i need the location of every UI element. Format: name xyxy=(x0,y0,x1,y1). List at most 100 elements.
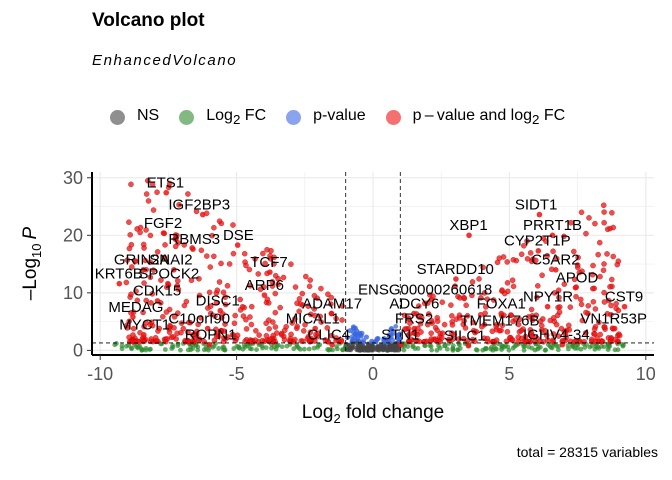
point xyxy=(504,329,511,335)
point xyxy=(609,276,615,283)
point xyxy=(207,264,214,270)
point xyxy=(211,253,217,260)
point-labeled xyxy=(140,267,147,273)
point xyxy=(296,308,302,315)
point xyxy=(288,331,294,338)
point xyxy=(148,319,155,326)
point xyxy=(329,332,335,339)
point-labeled xyxy=(535,248,542,254)
point xyxy=(504,259,510,265)
point xyxy=(469,292,475,299)
gene-label: KRT6B xyxy=(95,265,143,282)
x-axis-title: Log2 fold change xyxy=(302,402,444,426)
point xyxy=(388,325,395,332)
point xyxy=(236,344,242,350)
point-labeled xyxy=(217,307,224,314)
point xyxy=(158,277,164,283)
legend-label-pvalue-and-log2fc: p – value and log2 FC xyxy=(412,106,566,128)
point xyxy=(186,319,192,326)
point xyxy=(490,297,497,303)
point xyxy=(493,337,500,343)
point xyxy=(508,312,514,318)
point xyxy=(401,347,407,353)
point xyxy=(275,276,281,282)
point xyxy=(612,347,618,353)
point xyxy=(550,315,557,321)
point xyxy=(477,312,484,318)
legend-swatch-pvalue-and-log2fc xyxy=(385,109,401,125)
point xyxy=(604,251,610,257)
caption: total = 28315 variables xyxy=(516,444,658,460)
point xyxy=(174,282,181,289)
point xyxy=(212,313,218,319)
point xyxy=(455,336,462,342)
point xyxy=(263,345,269,351)
point xyxy=(583,230,589,237)
point xyxy=(119,346,125,352)
gene-label: IGHV4-34 xyxy=(523,326,590,343)
gene-label: FRS2 xyxy=(395,310,433,327)
point xyxy=(272,324,279,330)
point xyxy=(232,312,238,319)
point xyxy=(350,324,357,330)
point xyxy=(271,254,277,261)
point xyxy=(422,300,428,307)
point xyxy=(354,340,360,346)
point xyxy=(444,346,450,352)
point xyxy=(556,304,563,310)
point xyxy=(243,326,250,332)
point xyxy=(171,325,177,331)
point xyxy=(260,250,266,257)
point-labeled xyxy=(549,232,556,239)
point-labeled xyxy=(572,284,579,291)
point xyxy=(305,303,311,309)
y-tick-label: 0 xyxy=(73,340,83,360)
point-labeled xyxy=(199,211,206,218)
point xyxy=(180,325,187,332)
point xyxy=(558,325,565,332)
point-labeled xyxy=(160,230,167,236)
gene-label: VN1R53P xyxy=(580,310,647,327)
gene-label: ARP6 xyxy=(245,277,284,294)
point xyxy=(306,283,313,290)
legend-item-log2fc: Log2 FC xyxy=(179,107,266,127)
point-labeled xyxy=(130,314,136,320)
point xyxy=(592,220,598,227)
point xyxy=(499,287,505,293)
point xyxy=(351,330,357,336)
point xyxy=(601,289,607,296)
point xyxy=(206,289,213,296)
point xyxy=(246,266,253,273)
data-points xyxy=(112,177,628,353)
point xyxy=(601,261,607,267)
point xyxy=(172,243,179,250)
point-labeled xyxy=(453,276,459,282)
point xyxy=(572,345,578,351)
point xyxy=(544,252,550,259)
point xyxy=(241,342,247,348)
legend: NS Log2 FC p-value p – value and log2 FC xyxy=(110,104,585,130)
point xyxy=(550,331,557,337)
point-labeled xyxy=(267,269,273,275)
point xyxy=(142,257,148,264)
point xyxy=(483,304,489,310)
gene-label: XBP1 xyxy=(449,217,487,234)
point xyxy=(318,319,324,325)
point xyxy=(469,336,476,343)
point xyxy=(230,222,236,228)
point xyxy=(585,303,592,309)
gene-label: SNAI2 xyxy=(149,252,192,269)
point xyxy=(241,250,248,257)
point xyxy=(176,202,182,208)
point xyxy=(262,260,268,267)
y-tick-label: 10 xyxy=(63,283,83,303)
point xyxy=(493,323,499,330)
point-labeled xyxy=(552,267,559,273)
point xyxy=(173,336,179,342)
point xyxy=(124,325,131,331)
point xyxy=(161,254,168,261)
point xyxy=(218,260,224,267)
gene-label: MEDAG xyxy=(108,299,163,316)
point xyxy=(178,320,185,326)
